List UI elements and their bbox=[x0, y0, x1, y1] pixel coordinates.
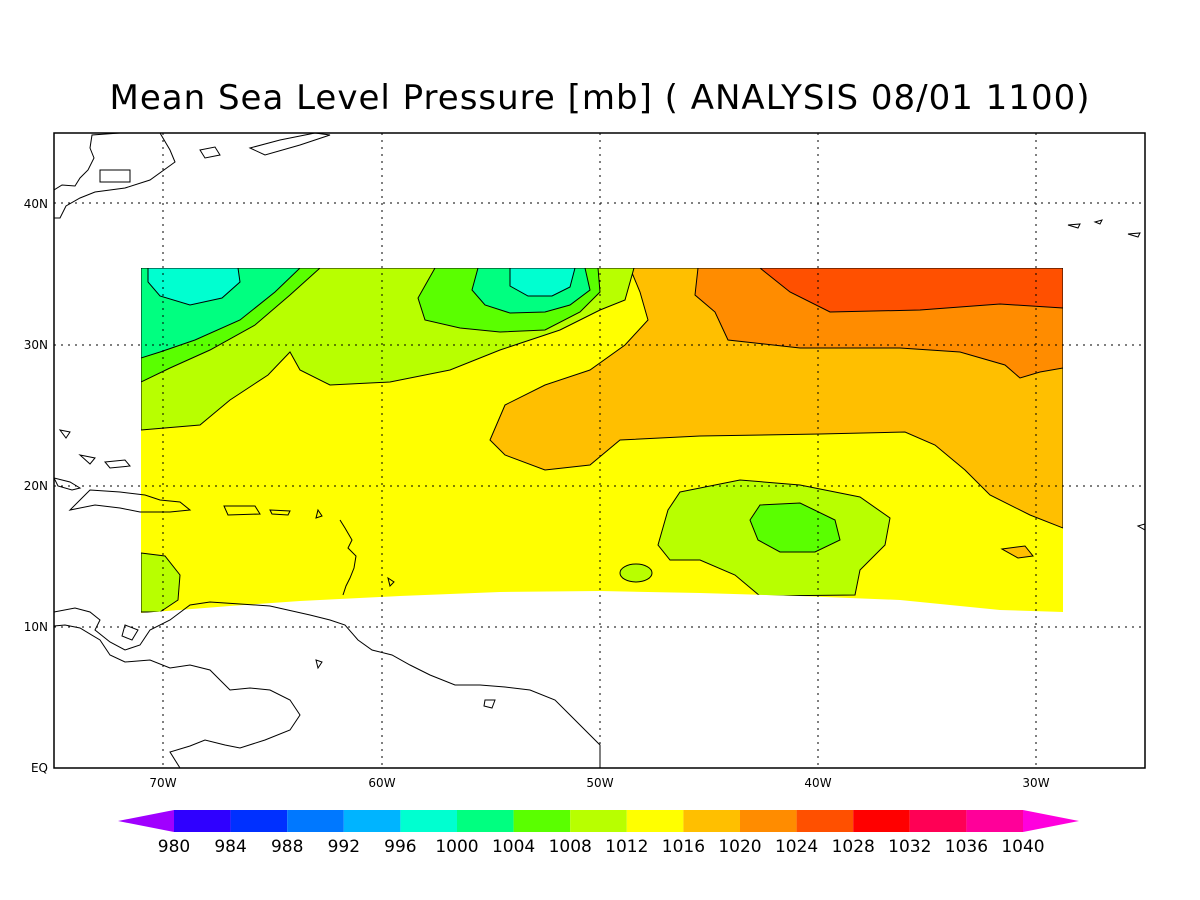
pressure-field bbox=[141, 268, 1063, 613]
colorbar-level-label: 1036 bbox=[945, 837, 988, 857]
colorbar-swatch bbox=[174, 810, 231, 832]
lon-axis-labels: 70W 60W 50W 40W 30W bbox=[149, 776, 1049, 790]
colorbar-level-label: 996 bbox=[384, 837, 416, 857]
lat-tick-label: EQ bbox=[31, 761, 48, 775]
lat-tick-label: 10N bbox=[24, 620, 48, 634]
lon-tick-label: 50W bbox=[586, 776, 613, 790]
band-1012-small-b bbox=[141, 552, 181, 613]
colorbar-level-label: 1004 bbox=[492, 837, 535, 857]
colorbar-level-label: 1020 bbox=[718, 837, 761, 857]
colorbar-swatch bbox=[570, 810, 627, 832]
colorbar-level-label: 1028 bbox=[832, 837, 875, 857]
lon-tick-label: 30W bbox=[1022, 776, 1049, 790]
band-1012-small-a bbox=[619, 563, 653, 583]
colorbar-swatch bbox=[230, 810, 288, 832]
colorbar-level-label: 1008 bbox=[549, 837, 592, 857]
lat-tick-label: 40N bbox=[24, 197, 48, 211]
colorbar-swatch bbox=[796, 810, 854, 832]
colorbar-level-label: 992 bbox=[328, 837, 360, 857]
colorbar-arrow-high bbox=[1023, 810, 1079, 832]
colorbar-level-label: 1024 bbox=[775, 837, 818, 857]
colorbar-level-label: 980 bbox=[158, 837, 190, 857]
band-1000-central bbox=[509, 268, 576, 297]
colorbar-level-label: 988 bbox=[271, 837, 303, 857]
colorbar-level-label: 1016 bbox=[662, 837, 705, 857]
colorbar-swatch bbox=[343, 810, 401, 832]
colorbar: 980 984 988 992 996 1000 1004 1008 1012 1016 1020 1… bbox=[118, 810, 1079, 857]
colorbar-swatch bbox=[683, 810, 740, 832]
lat-tick-label: 20N bbox=[24, 479, 48, 493]
colorbar-level-label: 984 bbox=[214, 837, 246, 857]
lon-tick-label: 40W bbox=[804, 776, 831, 790]
colorbar-swatch bbox=[457, 810, 514, 832]
lon-tick-label: 60W bbox=[368, 776, 395, 790]
lat-axis-labels: 40N 30N 20N 10N EQ bbox=[24, 197, 48, 775]
map-frame bbox=[53, 132, 1146, 769]
colorbar-swatch bbox=[909, 810, 967, 832]
colorbar-swatch bbox=[626, 810, 684, 832]
colorbar-arrow-low bbox=[118, 810, 174, 832]
colorbar-level-label: 1000 bbox=[435, 837, 478, 857]
lon-tick-label: 70W bbox=[149, 776, 176, 790]
colorbar-swatch bbox=[400, 810, 457, 832]
band-1020-small bbox=[1000, 545, 1034, 559]
colorbar-swatch bbox=[740, 810, 797, 832]
colorbar-swatch bbox=[513, 810, 571, 832]
colorbar-level-label: 1032 bbox=[888, 837, 931, 857]
colorbar-level-label: 1012 bbox=[605, 837, 648, 857]
colorbar-level-label: 1040 bbox=[1001, 837, 1044, 857]
gridlines bbox=[54, 133, 1145, 768]
band-1000-west bbox=[147, 268, 241, 306]
colorbar-swatch bbox=[966, 810, 1023, 832]
page-title: Mean Sea Level Pressure [mb] ( ANALYSIS … bbox=[109, 78, 1091, 118]
band-1028 bbox=[758, 268, 1063, 313]
colorbar-swatch bbox=[287, 810, 344, 832]
coastlines bbox=[54, 133, 1145, 768]
colorbar-swatch bbox=[853, 810, 910, 832]
lat-tick-label: 30N bbox=[24, 338, 48, 352]
